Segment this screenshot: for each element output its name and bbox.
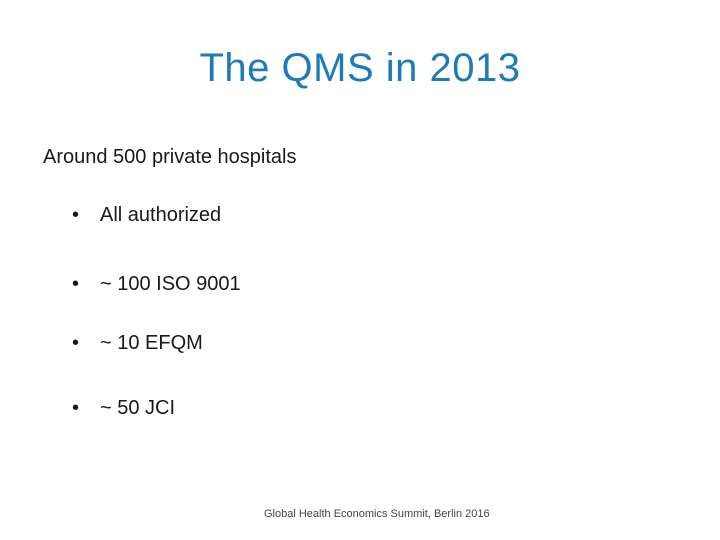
slide-footer: Global Health Economics Summit, Berlin 2…	[264, 508, 490, 520]
slide-title: The QMS in 2013	[199, 46, 521, 90]
bullet-item: • ~ 10 EFQM	[72, 329, 203, 357]
bullet-item: • ~ 50 JCI	[72, 394, 175, 422]
bullet-item: • ~ 100 ISO 9001	[72, 270, 241, 298]
intro-text: Around 500 private hospitals	[43, 146, 297, 168]
bullet-text: All authorized	[100, 204, 222, 226]
bullet-text: ~ 50 JCI	[100, 397, 176, 419]
bullet-dot-icon: •	[72, 204, 80, 226]
bullet-text: ~ 10 EFQM	[100, 332, 203, 354]
bullet-dot-icon: •	[72, 332, 80, 354]
bullet-dot-icon: •	[72, 397, 80, 419]
bullet-item: • All authorized	[72, 201, 221, 229]
bullet-dot-icon: •	[72, 273, 80, 295]
bullet-text: ~ 100 ISO 9001	[100, 273, 241, 295]
